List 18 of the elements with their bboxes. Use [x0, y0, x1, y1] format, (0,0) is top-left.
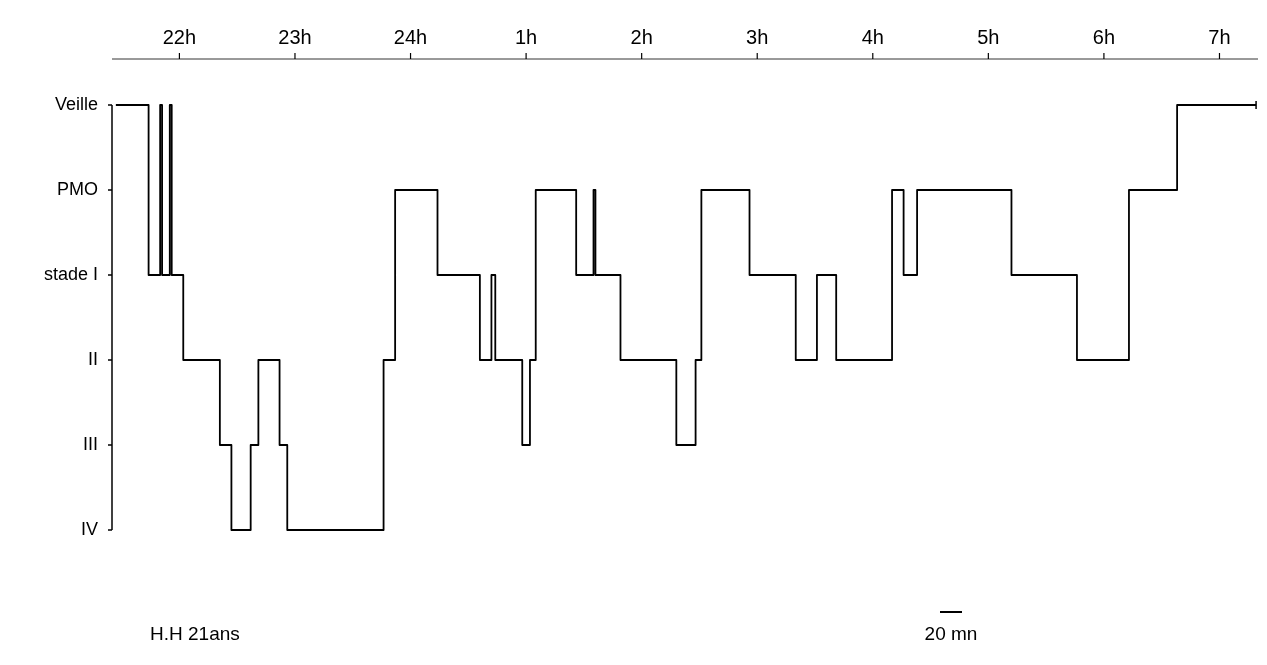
- category-label: IV: [80, 518, 98, 539]
- x-tick-label: 3h: [746, 26, 769, 48]
- x-tick-label: 2h: [630, 26, 653, 48]
- category-label: stade I: [43, 263, 98, 284]
- x-tick-label: 7h: [1208, 26, 1231, 48]
- category-label: II: [87, 348, 98, 369]
- x-tick-label: 24h: [393, 26, 428, 48]
- text: H.H 21ans: [150, 623, 240, 644]
- text: 20 mn: [924, 623, 978, 644]
- x-tick-label: 4h: [861, 26, 884, 48]
- x-tick-label: 6h: [1092, 26, 1116, 48]
- category-label: PMO: [56, 178, 98, 199]
- x-tick-label: 22h: [162, 26, 197, 48]
- category-label: III: [82, 433, 98, 454]
- x-tick-label: 5h: [977, 26, 1000, 48]
- x-tick-label: 23h: [278, 26, 312, 48]
- category-label: Veille: [54, 93, 98, 114]
- x-tick-label: 1h: [514, 26, 538, 48]
